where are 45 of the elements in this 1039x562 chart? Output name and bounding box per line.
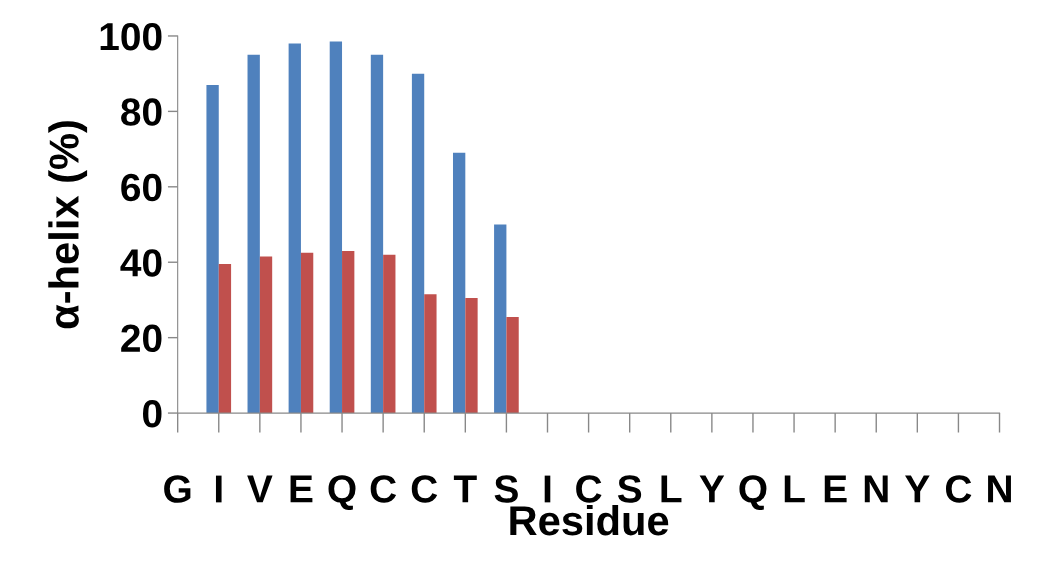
x-tick-label: I — [215, 475, 222, 503]
y-tick-label: 60 — [121, 173, 162, 202]
bar — [383, 254, 396, 414]
x-tick-label: V — [247, 475, 273, 503]
x-tick-label: T — [453, 475, 477, 503]
bar — [370, 54, 384, 414]
x-tick-label: E — [824, 475, 847, 503]
bar — [506, 316, 519, 414]
x-tick-label: L — [661, 475, 682, 503]
y-tick-label: 20 — [121, 324, 162, 353]
y-tick-label: 0 — [143, 400, 162, 428]
x-tick-label: C — [576, 475, 602, 503]
y-axis-title: α-helix (%) — [48, 121, 88, 329]
y-tick-label: 80 — [121, 98, 162, 126]
y-tick-label: 40 — [120, 249, 162, 277]
bar — [342, 250, 355, 414]
x-tick-label: Y — [905, 475, 930, 503]
x-tick-label: N — [988, 475, 1011, 503]
bar — [424, 294, 437, 414]
bar — [411, 73, 425, 414]
y-tick-label: 100 — [100, 22, 162, 51]
bar — [247, 54, 260, 414]
bar — [300, 252, 314, 414]
bar — [288, 43, 301, 414]
x-tick-label: S — [494, 475, 518, 503]
x-tick-label: C — [370, 475, 397, 503]
x-tick-label: Q — [328, 475, 356, 511]
x-tick-label: S — [617, 475, 642, 503]
bar — [329, 41, 343, 414]
x-tick-label: Y — [699, 475, 725, 503]
bar — [494, 224, 507, 414]
bar — [218, 264, 232, 414]
bar — [452, 152, 466, 414]
x-axis-title: Residue — [510, 504, 669, 536]
x-tick-label: L — [784, 475, 805, 503]
bar — [465, 298, 478, 414]
x-tick-label: I — [544, 475, 551, 503]
x-tick-label: N — [864, 475, 888, 503]
x-tick-label: Q — [739, 475, 767, 511]
bar — [259, 256, 273, 414]
x-tick-label: E — [290, 475, 313, 503]
x-tick-label: C — [411, 475, 438, 503]
bar — [206, 84, 219, 414]
x-tick-label: G — [164, 475, 191, 503]
x-tick-label: C — [945, 475, 972, 503]
